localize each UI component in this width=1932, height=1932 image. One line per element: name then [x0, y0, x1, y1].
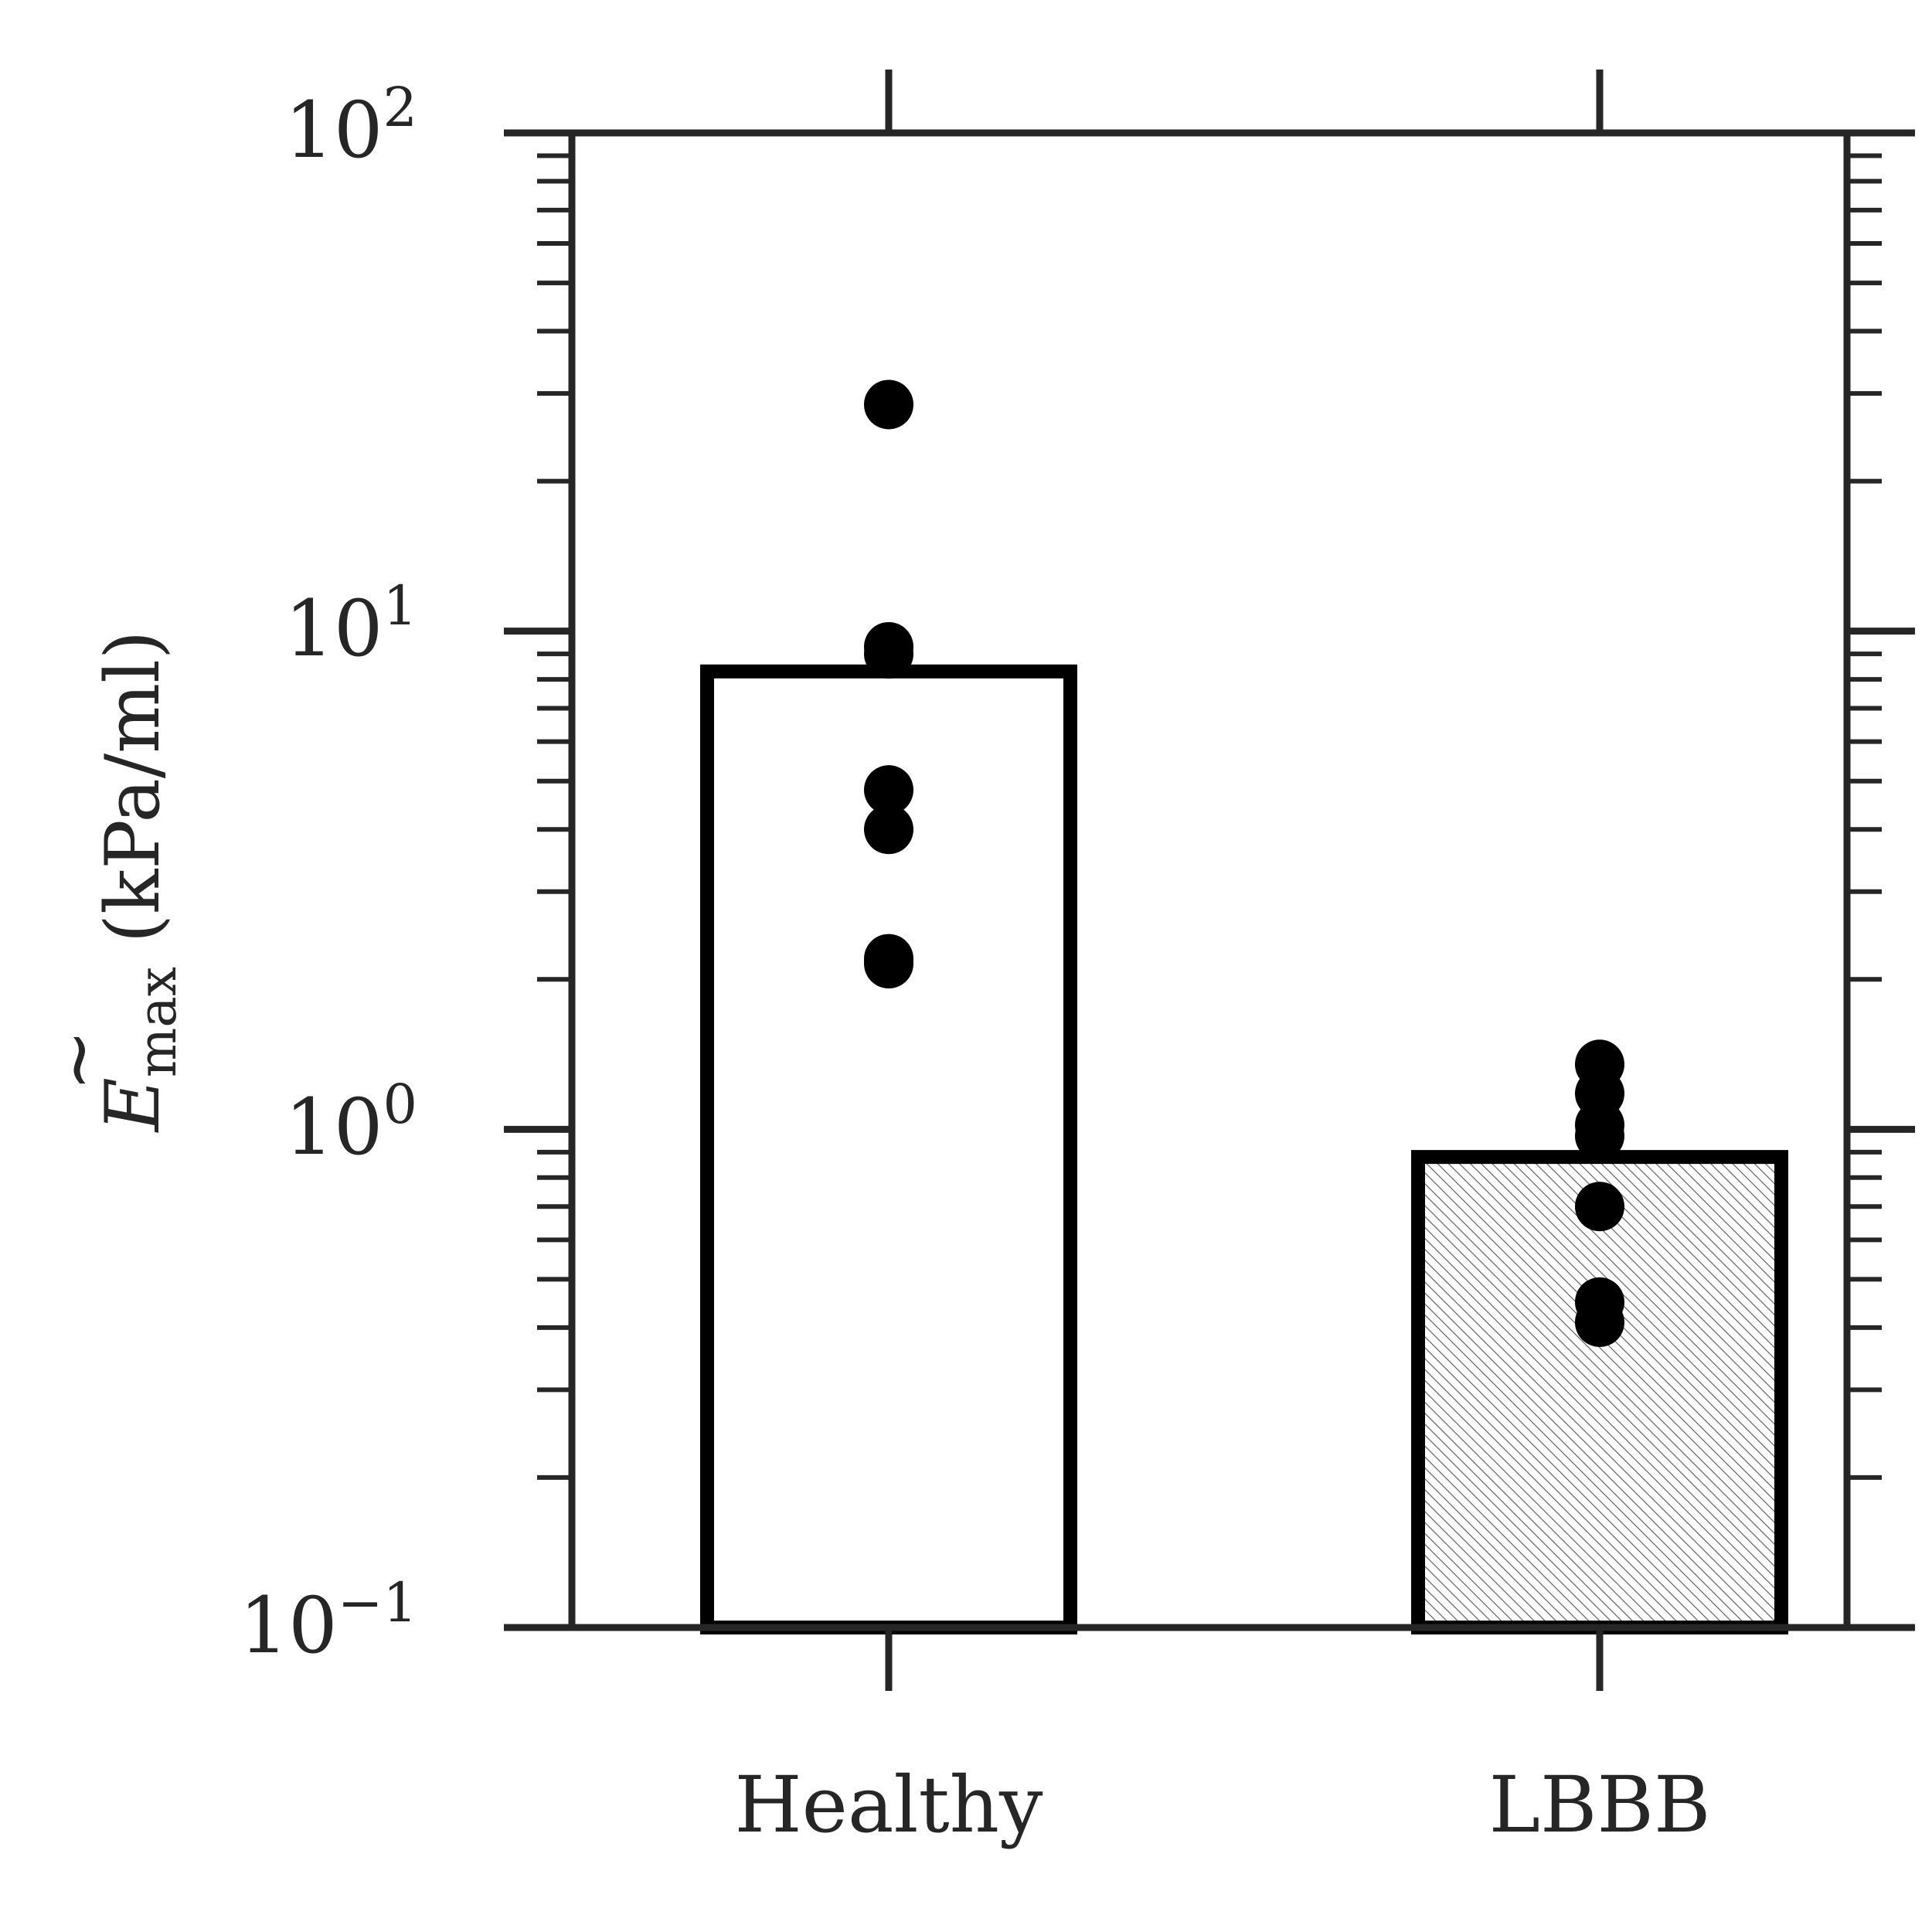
- y-axis-label-symbol: E: [90, 1077, 176, 1133]
- point-healthy-3: [864, 765, 913, 815]
- point-lbbb-4: [1575, 1182, 1624, 1232]
- plot-frame: [568, 129, 1851, 1631]
- y-axis-label-units: (kPa/ml): [90, 631, 176, 944]
- y-tick-labels: 10−1 100 101 102: [240, 76, 417, 1671]
- point-healthy-0: [864, 379, 913, 430]
- x-tick-label-healthy: Healthy: [734, 1760, 1043, 1850]
- x-tick-label-lbbb: LBBB: [1489, 1760, 1711, 1850]
- y-tick-label-1e2: 102: [284, 76, 417, 175]
- point-lbbb-6: [1575, 1297, 1624, 1347]
- y-axis-label-subscript: max: [128, 967, 189, 1077]
- point-healthy-4: [864, 804, 913, 855]
- svg-text:Emax (kPa/ml): Emax (kPa/ml): [90, 631, 189, 1134]
- point-healthy-6: [864, 939, 913, 989]
- y-tick-label-1e-1: 10−1: [240, 1571, 417, 1671]
- y-axis-label-accent: ~: [34, 1029, 121, 1091]
- y-tick-label-1e0: 100: [284, 1073, 417, 1172]
- y-axis-label: Emax (kPa/ml) ~: [34, 631, 189, 1134]
- data-points: [864, 379, 1624, 1347]
- point-lbbb-3: [1575, 1111, 1624, 1161]
- axes: [504, 70, 1915, 1691]
- x-tick-labels: Healthy LBBB: [734, 1760, 1710, 1850]
- y-tick-label-1e1: 101: [284, 574, 417, 674]
- point-healthy-2: [864, 629, 913, 679]
